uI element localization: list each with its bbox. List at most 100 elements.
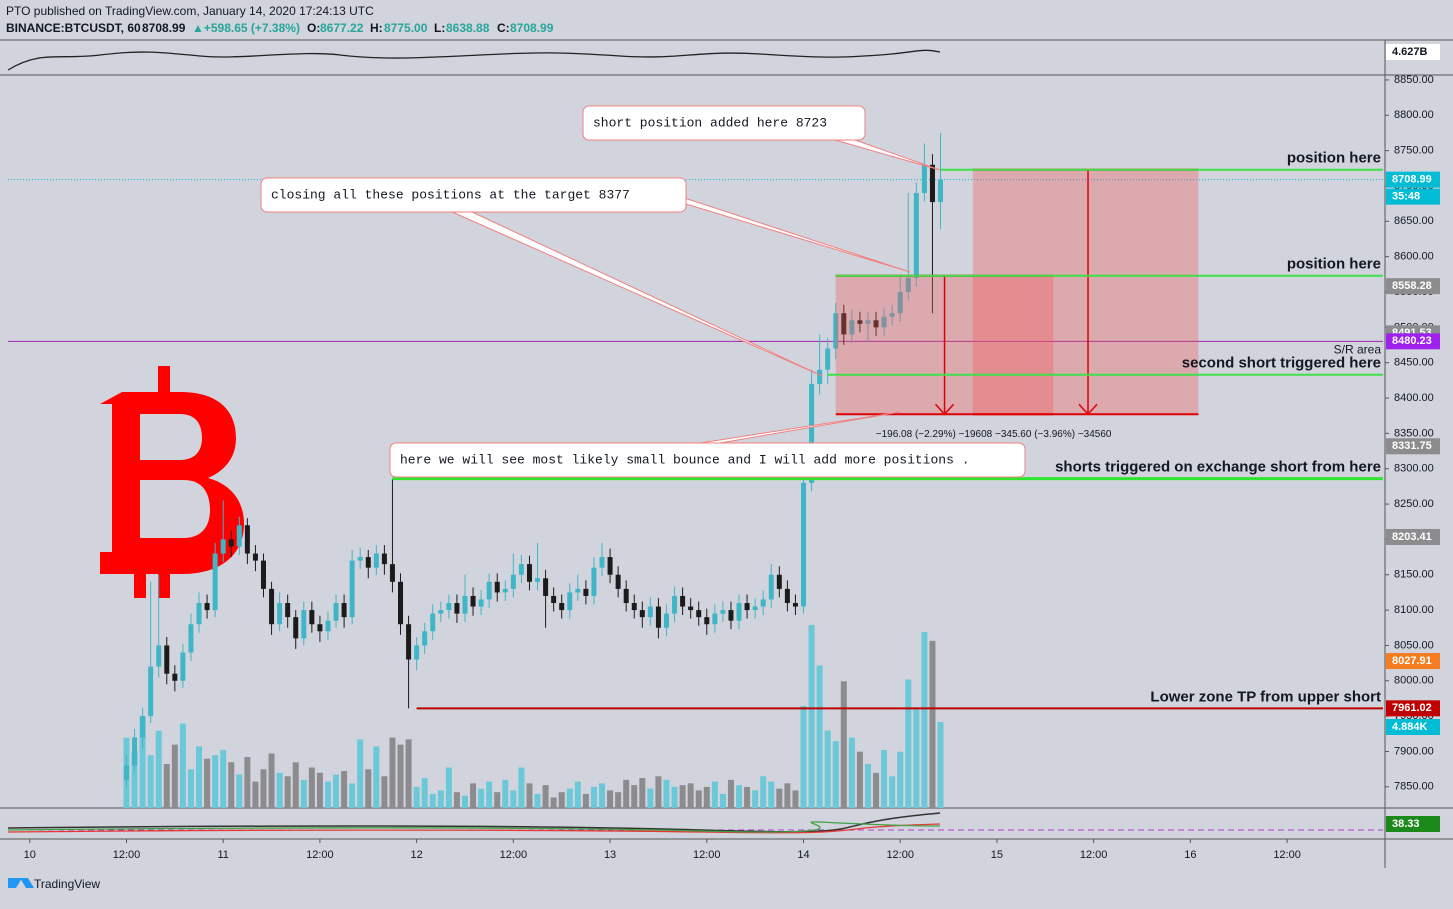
candle-body	[849, 320, 855, 335]
volume-bar	[196, 746, 203, 808]
volume-bar	[711, 781, 718, 808]
candle-body	[639, 610, 645, 618]
volume-bar	[228, 762, 235, 808]
level-label: position here	[1287, 150, 1381, 167]
volume-bar	[590, 786, 597, 808]
countdown: 35:48	[1392, 191, 1420, 203]
volume-bar	[582, 793, 589, 808]
volume-bar	[212, 755, 219, 808]
candle-body	[913, 193, 919, 278]
volume-bar	[518, 767, 525, 808]
candle-body	[881, 316, 887, 328]
candle-body	[406, 624, 412, 660]
x-tick-label: 12:00	[306, 849, 334, 861]
volume-bar	[792, 790, 799, 808]
arrow-head	[1078, 403, 1098, 416]
candle-body	[728, 610, 734, 621]
price-tag: 8027.91	[1392, 655, 1432, 667]
volume-bar	[268, 753, 275, 808]
x-tick-label: 12:00	[1080, 849, 1108, 861]
volume-bar	[889, 776, 896, 808]
volume-bar	[461, 795, 468, 808]
brand-logo	[8, 878, 34, 888]
volume-bar	[937, 722, 944, 808]
candle-body	[260, 560, 266, 589]
candle-body	[325, 620, 331, 632]
candle-body	[470, 595, 476, 607]
top-indicator	[7, 49, 941, 71]
volume-bar	[808, 624, 815, 808]
candle-body	[688, 606, 694, 611]
volume-bar	[727, 779, 734, 808]
volume-bar	[744, 786, 751, 808]
volume-bar	[752, 790, 759, 808]
price-tag: 8708.99	[1392, 174, 1432, 186]
change: ▲+598.65 (+7.38%)	[192, 21, 300, 35]
volume-bar	[131, 751, 138, 808]
x-tick-label: 12:00	[886, 849, 914, 861]
candle-body	[373, 553, 379, 568]
volume-bar	[437, 790, 444, 808]
symbol: BINANCE:BTCUSDT, 60	[6, 21, 141, 35]
volume-bar	[421, 778, 428, 808]
y-tick-label: 8400.00	[1394, 392, 1434, 404]
volume-bar	[397, 744, 404, 808]
candle-body	[897, 292, 903, 314]
candle-body	[365, 557, 371, 568]
volume-bar	[510, 790, 517, 808]
candle-body	[623, 588, 629, 604]
bitcoin-logo	[100, 366, 244, 598]
volume-bar	[260, 769, 267, 808]
bottom-indicator	[7, 821, 941, 833]
h: 8775.00	[384, 21, 428, 35]
volume-bar	[292, 762, 299, 808]
volume-bar	[187, 769, 194, 808]
volume-bar	[913, 709, 920, 808]
volume-bar	[494, 792, 501, 808]
position-box	[972, 169, 1199, 415]
volume-bar	[502, 779, 509, 808]
candle-body	[277, 603, 283, 625]
candle-body	[857, 320, 863, 324]
candle-body	[422, 631, 428, 646]
candle-body	[776, 574, 782, 589]
y-tick-label: 8250.00	[1394, 498, 1434, 510]
volume-bar	[373, 746, 380, 808]
volume-bar	[365, 769, 372, 808]
volume-bar	[381, 776, 388, 808]
candle-body	[333, 603, 339, 621]
x-tick-label: 12:00	[113, 849, 141, 861]
volume-bar	[623, 779, 630, 808]
x-tick-label: 10	[24, 849, 36, 861]
candle-body	[478, 599, 484, 607]
volume-bar	[800, 705, 807, 808]
volume-bar	[534, 793, 541, 808]
candle-body	[784, 588, 790, 604]
candle-body	[518, 564, 524, 575]
candle-body	[663, 613, 669, 628]
volume-bar	[276, 772, 283, 808]
candle-body	[486, 581, 492, 600]
volume-tag-bg	[1386, 719, 1440, 735]
volume-bar	[220, 749, 227, 808]
volume-bar	[873, 772, 880, 808]
volume-bar	[357, 739, 364, 808]
volume-bar	[389, 737, 396, 808]
candle-body	[140, 716, 146, 738]
y-tick-label: 8000.00	[1394, 675, 1434, 687]
volume-bar	[760, 776, 767, 808]
candle-body	[502, 588, 508, 593]
x-tick-label: 14	[797, 849, 809, 861]
candle-body	[188, 624, 194, 653]
candle-body	[446, 603, 452, 611]
y-tick-label: 8600.00	[1394, 251, 1434, 263]
candle-body	[736, 603, 742, 621]
volume-bar	[252, 781, 259, 808]
candle-body	[599, 557, 605, 568]
volume-bar	[316, 772, 323, 808]
candle-body	[148, 666, 154, 717]
candle-body	[583, 588, 589, 596]
x-tick-label: 12:00	[693, 849, 721, 861]
candle-body	[938, 179, 944, 203]
